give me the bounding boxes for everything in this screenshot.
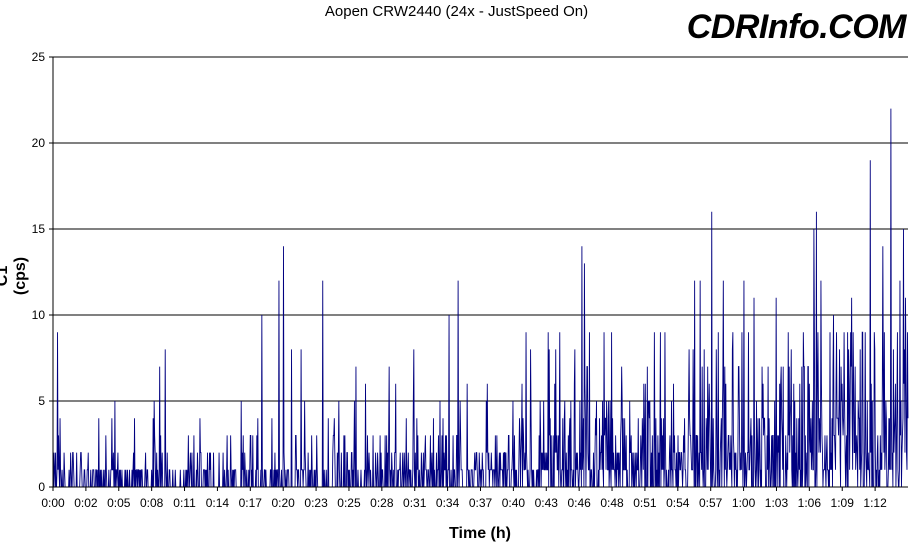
- x-axis-label: Time (h): [449, 525, 511, 542]
- x-tick-label-24: 1:09: [831, 496, 855, 510]
- x-tick-label-0: 0:00: [41, 496, 65, 510]
- x-tick-label-6: 0:17: [239, 496, 263, 510]
- x-tick-label-1: 0:02: [74, 496, 98, 510]
- x-tick-label-8: 0:23: [304, 496, 328, 510]
- x-tick-label-7: 0:20: [272, 496, 296, 510]
- x-tick-label-4: 0:11: [173, 496, 196, 510]
- x-tick-label-13: 0:37: [469, 496, 493, 510]
- c1-series: [53, 108, 909, 488]
- x-tick-label-19: 0:54: [666, 496, 690, 510]
- x-tick-label-25: 1:12: [863, 496, 887, 510]
- chart-title: Aopen CRW2440 (24x - JustSpeed On): [324, 3, 589, 20]
- x-tick-label-23: 1:06: [798, 496, 822, 510]
- x-tick-label-22: 1:03: [765, 496, 789, 510]
- x-tick-label-9: 0:25: [337, 496, 361, 510]
- x-tick-label-16: 0:46: [567, 496, 591, 510]
- x-tick-label-21: 1:00: [732, 496, 756, 510]
- x-tick-label-5: 0:14: [206, 496, 230, 510]
- x-tick-label-2: 0:05: [107, 496, 131, 510]
- x-tick-label-10: 0:28: [370, 496, 394, 510]
- x-tick-labels: 0:00 0:02 0:05 0:08 0:11 0:14 0:17 0:20 0:23 0:25…: [41, 487, 887, 510]
- x-tick-label-3: 0:08: [140, 496, 164, 510]
- x-tick-label-20: 0:57: [699, 496, 723, 510]
- cdrinfo-watermark: CDRInfo.COM: [686, 8, 907, 46]
- y-tick-label-10: 10: [32, 308, 46, 322]
- c1-series-line: [53, 108, 909, 488]
- grid-lines: [53, 56, 908, 402]
- x-tick-label-17: 0:48: [600, 496, 624, 510]
- x-tick-label-18: 0:51: [633, 496, 657, 510]
- x-tick-label-12: 0:34: [436, 496, 460, 510]
- y-tick-label-0: 0: [38, 480, 45, 494]
- y-tick-label-15: 15: [32, 222, 46, 236]
- x-tick-label-14: 0:40: [502, 496, 526, 510]
- x-tick-label-15: 0:43: [535, 496, 559, 510]
- y-tick-label-20: 20: [32, 136, 46, 150]
- y-tick-labels: 0 5 10 15 20 25: [32, 50, 53, 494]
- y-tick-label-25: 25: [32, 50, 46, 64]
- y-tick-label-5: 5: [38, 394, 45, 408]
- x-tick-label-11: 0:31: [403, 496, 427, 510]
